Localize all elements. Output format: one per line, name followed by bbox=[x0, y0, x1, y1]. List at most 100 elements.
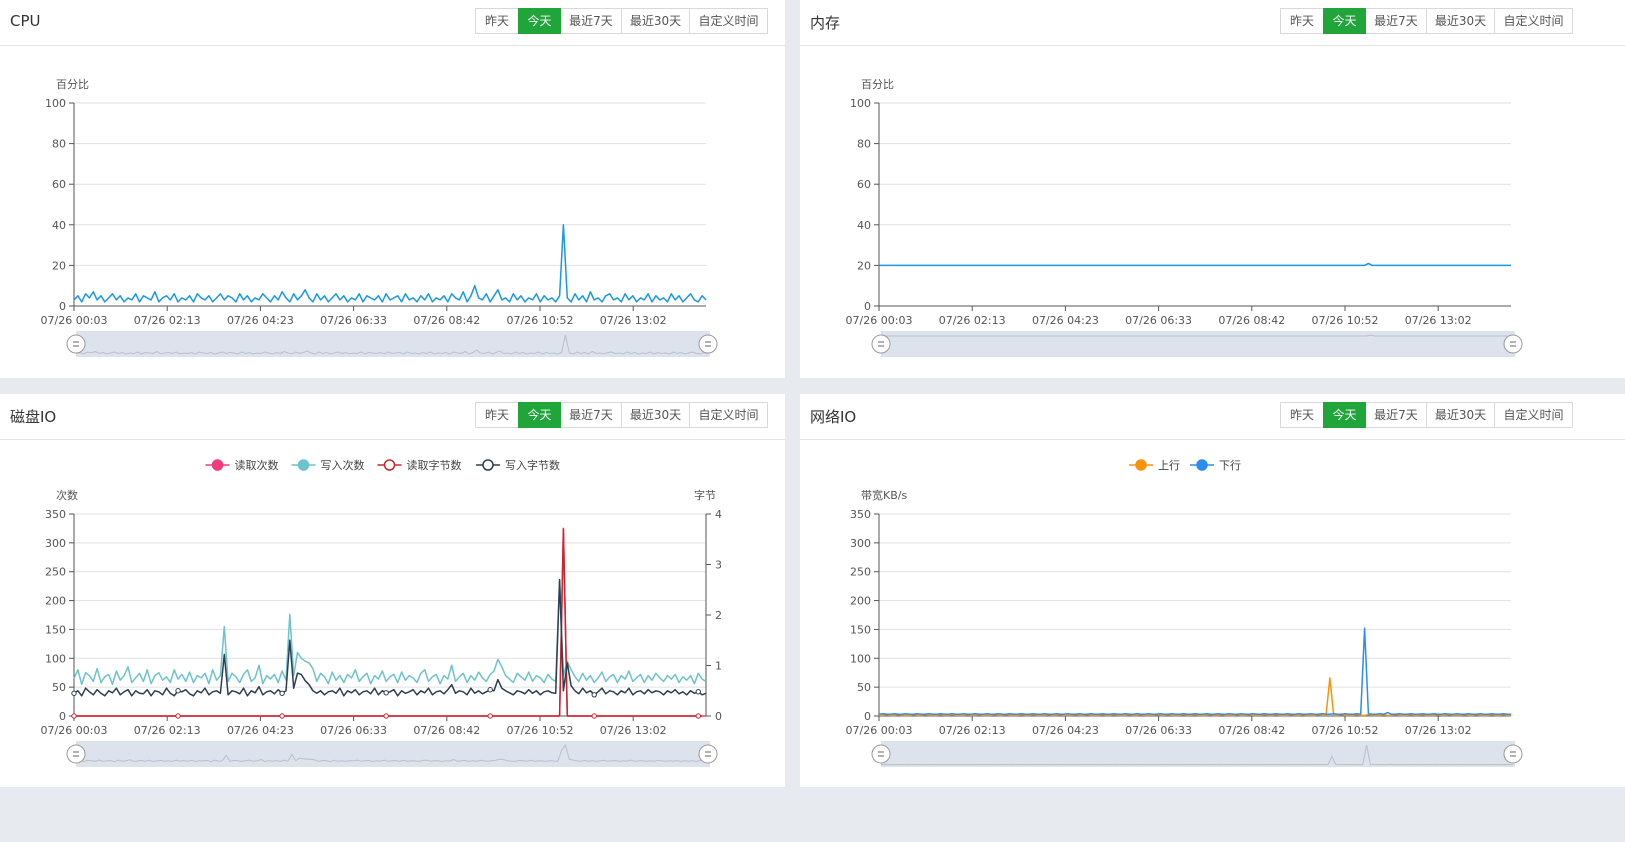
y-tick-label: 20 bbox=[52, 259, 66, 272]
y-axis-title: 百分比 bbox=[861, 78, 894, 91]
zoom-handle-knob bbox=[698, 334, 718, 354]
x-tick-label: 07/26 02:13 bbox=[939, 724, 1006, 737]
last-7-days-button[interactable]: 最近7天 bbox=[560, 402, 622, 428]
y-tick-label: 350 bbox=[45, 508, 66, 521]
y2-tick-label: 3 bbox=[715, 559, 722, 572]
x-tick-label: 07/26 08:42 bbox=[413, 724, 480, 737]
data-point bbox=[279, 690, 285, 696]
last-7-days-button[interactable]: 最近7天 bbox=[560, 8, 622, 34]
x-tick-label: 07/26 04:23 bbox=[1032, 314, 1099, 327]
zoom-preview-line bbox=[880, 744, 1513, 766]
x-tick-label: 07/26 06:33 bbox=[320, 314, 387, 327]
data-point bbox=[71, 690, 77, 696]
last-7-days-button[interactable]: 最近7天 bbox=[1365, 8, 1427, 34]
yesterday-button[interactable]: 昨天 bbox=[1280, 8, 1324, 34]
panel-title: 网络IO bbox=[810, 408, 857, 426]
series-line bbox=[879, 262, 1511, 267]
today-button[interactable]: 今天 bbox=[518, 402, 561, 428]
last-30-days-button[interactable]: 最近30天 bbox=[621, 8, 690, 34]
y-tick-label: 200 bbox=[45, 595, 66, 608]
zoom-slider[interactable] bbox=[871, 331, 1523, 357]
y-tick-label: 100 bbox=[850, 652, 871, 665]
x-tick-label: 07/26 08:42 bbox=[1218, 724, 1285, 737]
zoom-handle-left[interactable] bbox=[66, 744, 86, 764]
panel-title: 内存 bbox=[810, 14, 841, 32]
panel-title: 磁盘IO bbox=[10, 408, 57, 426]
last-7-days-button[interactable]: 最近7天 bbox=[1365, 402, 1427, 428]
legend-label: 读取字节数 bbox=[407, 458, 462, 472]
data-point bbox=[383, 690, 389, 696]
y-tick-label: 0 bbox=[59, 710, 66, 723]
network-panel: 网络IO 昨天 今天 最近7天 最近30天 自定义时间 上行 下行 带宽KB/s 0 50 100… bbox=[800, 394, 1625, 787]
y-tick-label: 100 bbox=[850, 97, 871, 110]
today-button[interactable]: 今天 bbox=[518, 8, 561, 34]
legend-swatch-marker bbox=[297, 459, 310, 471]
y-tick-label: 50 bbox=[52, 681, 66, 694]
legend-item[interactable]: 上行 bbox=[1129, 459, 1180, 472]
custom-time-button[interactable]: 自定义时间 bbox=[1494, 8, 1573, 34]
x-tick-label: 07/26 00:03 bbox=[846, 724, 913, 737]
last-30-days-button[interactable]: 最近30天 bbox=[621, 402, 690, 428]
series-line bbox=[73, 578, 707, 697]
y2-tick-label: 2 bbox=[715, 609, 722, 622]
zoom-slider-track bbox=[76, 741, 710, 767]
last-30-days-button[interactable]: 最近30天 bbox=[1426, 8, 1495, 34]
legend-item[interactable]: 读取字节数 bbox=[377, 458, 462, 472]
today-button[interactable]: 今天 bbox=[1323, 8, 1366, 34]
legend-swatch-marker bbox=[211, 459, 224, 471]
today-button[interactable]: 今天 bbox=[1323, 402, 1366, 428]
x-tick-label: 07/26 06:33 bbox=[1125, 724, 1192, 737]
legend-item[interactable]: 读取次数 bbox=[205, 458, 279, 472]
y-tick-label: 150 bbox=[850, 623, 871, 636]
legend: 读取次数 写入次数 读取字节数 写入字节数 bbox=[205, 458, 560, 472]
legend-item[interactable]: 写入次数 bbox=[291, 458, 365, 472]
last-30-days-button[interactable]: 最近30天 bbox=[1426, 402, 1495, 428]
time-range-buttons: 昨天 今天 最近7天 最近30天 自定义时间 bbox=[1280, 402, 1573, 428]
y-tick-label: 0 bbox=[864, 710, 871, 723]
custom-time-button[interactable]: 自定义时间 bbox=[689, 8, 768, 34]
x-tick-label: 07/26 10:52 bbox=[507, 314, 574, 327]
custom-time-button[interactable]: 自定义时间 bbox=[689, 402, 768, 428]
x-tick-label: 07/26 00:03 bbox=[846, 314, 913, 327]
yesterday-button[interactable]: 昨天 bbox=[475, 8, 519, 34]
time-range-buttons: 昨天 今天 最近7天 最近30天 自定义时间 bbox=[1280, 8, 1573, 34]
zoom-preview-line bbox=[881, 334, 1513, 337]
x-tick-label: 07/26 04:23 bbox=[1032, 724, 1099, 737]
custom-time-button[interactable]: 自定义时间 bbox=[1494, 402, 1573, 428]
zoom-handle-left[interactable] bbox=[871, 744, 891, 764]
zoom-preview-line bbox=[75, 334, 709, 355]
data-point bbox=[695, 689, 701, 695]
yesterday-button[interactable]: 昨天 bbox=[1280, 402, 1324, 428]
zoom-handle-right[interactable] bbox=[698, 744, 718, 764]
zoom-handle-knob bbox=[871, 334, 891, 354]
x-tick-label: 07/26 13:02 bbox=[600, 724, 667, 737]
zoom-handle-right[interactable] bbox=[1503, 744, 1523, 764]
data-point bbox=[175, 713, 181, 719]
y-tick-label: 250 bbox=[45, 566, 66, 579]
legend-item[interactable]: 下行 bbox=[1190, 459, 1241, 472]
disk-panel: 磁盘IO 昨天 今天 最近7天 最近30天 自定义时间 读取次数 写入次数 读取字节数 写入字… bbox=[0, 394, 785, 787]
zoom-slider[interactable] bbox=[66, 331, 718, 357]
series-line bbox=[878, 627, 1511, 716]
y-tick-label: 60 bbox=[857, 178, 871, 191]
yesterday-button[interactable]: 昨天 bbox=[475, 402, 519, 428]
data-point bbox=[591, 692, 597, 698]
y-tick-label: 80 bbox=[52, 138, 66, 151]
zoom-slider[interactable] bbox=[66, 741, 718, 767]
zoom-handle-right[interactable] bbox=[1503, 334, 1523, 354]
y-axis-title: 百分比 bbox=[56, 78, 89, 91]
legend-item[interactable]: 写入字节数 bbox=[476, 458, 560, 472]
legend-swatch-marker bbox=[383, 459, 396, 471]
legend-swatch-marker bbox=[1196, 459, 1208, 471]
disk-panel-header: 磁盘IO 昨天 今天 最近7天 最近30天 自定义时间 bbox=[0, 394, 785, 440]
x-tick-label: 07/26 02:13 bbox=[939, 314, 1006, 327]
x-tick-label: 07/26 10:52 bbox=[1312, 314, 1379, 327]
zoom-handle-left[interactable] bbox=[871, 334, 891, 354]
zoom-handle-left[interactable] bbox=[66, 334, 86, 354]
zoom-slider[interactable] bbox=[871, 741, 1523, 767]
zoom-handle-knob bbox=[1503, 334, 1523, 354]
y-tick-label: 300 bbox=[45, 537, 66, 550]
legend-swatch-marker bbox=[482, 459, 494, 471]
zoom-handle-right[interactable] bbox=[698, 334, 718, 354]
